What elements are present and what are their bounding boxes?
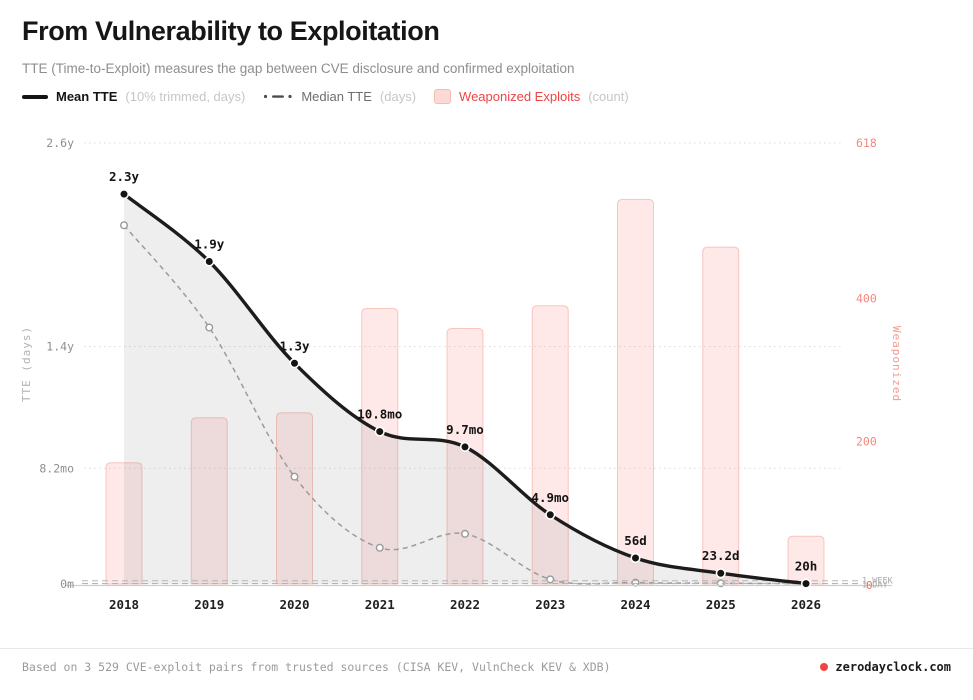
- median-point-2022: [461, 529, 470, 538]
- ref-label-day: 1 DAY: [862, 581, 888, 591]
- data-label-2023: 4.9mo: [531, 490, 569, 505]
- data-label-2024: 56d: [624, 533, 647, 548]
- data-label-2026: 20h: [795, 559, 818, 574]
- footer: Based on 3 529 CVE-exploit pairs from tr…: [22, 660, 951, 674]
- right-tick-400: 400: [856, 292, 877, 306]
- median-point-2018: [119, 221, 128, 230]
- bar-2020: [276, 412, 313, 585]
- brand-dot-icon: [820, 663, 829, 671]
- mean-point-2019: [204, 256, 215, 267]
- data-label-2021: 10.8mo: [357, 407, 402, 422]
- x-label-2025: 2025: [706, 597, 736, 612]
- x-label-2019: 2019: [194, 597, 224, 612]
- brand-link[interactable]: zerodayclock.com: [820, 660, 951, 674]
- mean-line-swatch-icon: [22, 94, 48, 99]
- legend-weaponized-note: (count): [588, 89, 629, 104]
- mean-point-2026: [800, 578, 812, 589]
- data-label-2022: 9.7mo: [446, 422, 484, 437]
- data-label-2018: 2.3y: [109, 169, 140, 184]
- median-dash-swatch-icon: [264, 94, 292, 99]
- right-axis-title: Weaponized: [890, 326, 903, 402]
- data-label-2025: 23.2d: [702, 548, 740, 563]
- bar-2025: [702, 246, 740, 585]
- bar-2018: [105, 462, 143, 585]
- mean-point-2025: [715, 568, 726, 579]
- left-tick-1.4y: 1.4y: [46, 340, 74, 354]
- legend: Mean TTE (10% trimmed, days) Median TTE …: [22, 89, 629, 104]
- bar-2026: [787, 535, 825, 585]
- brand-text: zerodayclock.com: [835, 660, 951, 674]
- page-subtitle: TTE (Time-to-Exploit) measures the gap b…: [22, 61, 575, 76]
- right-tick-200: 200: [856, 434, 877, 448]
- x-label-2026: 2026: [791, 597, 821, 612]
- mean-area: [124, 194, 806, 585]
- left-tick-2.6y: 2.6y: [46, 136, 74, 150]
- right-tick-0: 0: [866, 579, 873, 592]
- page-title: From Vulnerability to Exploitation: [22, 16, 440, 46]
- mean-point-2022: [459, 441, 471, 453]
- legend-item-median: Median TTE (days): [263, 89, 416, 104]
- left-tick-8.2mo: 8.2mo: [39, 461, 74, 475]
- x-label-2021: 2021: [365, 597, 395, 612]
- x-label-2022: 2022: [450, 597, 480, 612]
- median-point-2021: [375, 543, 384, 552]
- left-axis-title: TTE (days): [20, 326, 33, 402]
- median-point-2020: [290, 472, 299, 481]
- bar-2022: [446, 328, 484, 585]
- x-label-2020: 2020: [279, 597, 309, 612]
- median-point-2023: [546, 575, 555, 584]
- bar-2023: [531, 305, 569, 585]
- bar-2024: [617, 198, 654, 585]
- median-point-2019: [205, 323, 214, 332]
- legend-item-mean: Mean TTE (10% trimmed, days): [22, 89, 245, 104]
- mean-point-2020: [289, 358, 300, 369]
- legend-mean-label: Mean TTE: [56, 89, 118, 104]
- mean-point-2024: [630, 552, 641, 564]
- legend-weaponized-label: Weaponized Exploits: [459, 89, 581, 104]
- weaponized-bar-swatch-icon: [434, 89, 452, 104]
- bar-2021: [361, 308, 399, 585]
- x-label-2018: 2018: [109, 597, 139, 612]
- footer-divider: [0, 648, 973, 649]
- median-line: [123, 224, 807, 585]
- x-label-2024: 2024: [620, 597, 650, 612]
- x-label-2023: 2023: [535, 597, 565, 612]
- mean-point-2018: [118, 189, 130, 200]
- data-label-2019: 1.9y: [194, 236, 225, 251]
- legend-median-note: (days): [379, 89, 417, 104]
- legend-item-weaponized: Weaponized Exploits (count): [434, 89, 629, 104]
- mean-point-2021: [374, 426, 385, 437]
- legend-mean-note: (10% trimmed, days): [125, 89, 246, 104]
- left-tick-0m: 0m: [60, 577, 74, 591]
- ref-label-week: 1 WEEK: [862, 577, 894, 587]
- data-label-2020: 1.3y: [279, 338, 310, 353]
- mean-point-2023: [545, 509, 556, 520]
- bar-2019: [190, 417, 228, 585]
- right-tick-618: 618: [856, 136, 877, 150]
- legend-median-label: Median TTE: [301, 89, 372, 104]
- source-note: Based on 3 529 CVE-exploit pairs from tr…: [22, 660, 611, 674]
